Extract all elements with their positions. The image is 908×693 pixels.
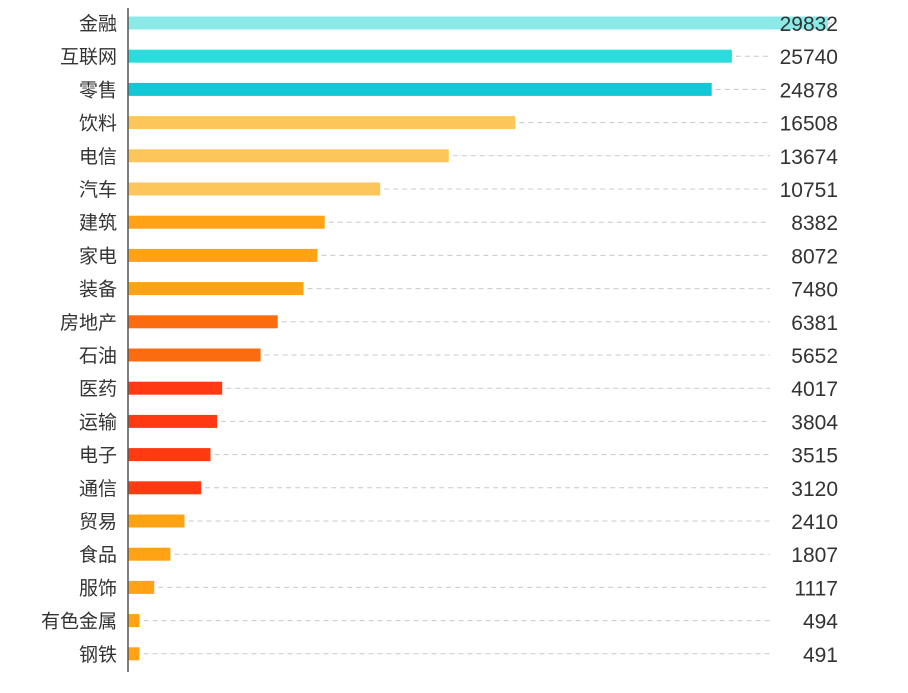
- bar-12: [128, 414, 218, 428]
- value-label: 8072: [791, 245, 838, 268]
- bar-19: [128, 647, 140, 661]
- value-label: 25740: [780, 46, 838, 69]
- category-label: 建筑: [79, 212, 117, 234]
- value-label: 10751: [780, 179, 838, 202]
- bar-13: [128, 448, 211, 462]
- category-label: 运输: [79, 411, 117, 433]
- bar-5: [128, 182, 381, 196]
- value-label: 1117: [794, 577, 838, 600]
- bar-14: [128, 481, 202, 495]
- value-label: 6381: [791, 312, 838, 335]
- bar-9: [128, 315, 278, 329]
- value-label: 1807: [791, 544, 838, 567]
- bar-16: [128, 547, 171, 561]
- value-label: 13674: [780, 146, 839, 169]
- category-label: 汽车: [79, 179, 117, 201]
- bar-18: [128, 614, 140, 628]
- value-label: 7480: [791, 279, 838, 302]
- category-label: 互联网: [60, 46, 117, 68]
- value-label: 3515: [791, 445, 838, 468]
- category-label: 装备: [79, 279, 117, 301]
- value-label: 4017: [791, 378, 838, 401]
- category-label: 通信: [79, 478, 117, 500]
- value-label: 5652: [791, 345, 838, 368]
- category-label: 贸易: [79, 511, 117, 533]
- category-label: 零售: [79, 79, 117, 101]
- category-label: 金融: [79, 13, 117, 35]
- value-label: 16508: [780, 113, 838, 136]
- bar-7: [128, 248, 318, 262]
- category-label: 电子: [79, 445, 117, 467]
- value-label: 3120: [791, 478, 838, 501]
- category-label: 电信: [79, 146, 117, 168]
- bar-4: [128, 149, 449, 163]
- category-label: 食品: [79, 544, 117, 566]
- category-label: 家电: [79, 245, 117, 267]
- value-label: 8382: [791, 212, 838, 235]
- value-label: 3804: [791, 411, 838, 434]
- value-label: 24878: [780, 79, 838, 102]
- bar-10: [128, 348, 261, 362]
- value-label: 491: [803, 644, 838, 667]
- value-label: 494: [803, 611, 838, 634]
- value-label: 2410: [791, 511, 838, 534]
- bar-0: [128, 16, 828, 30]
- category-label: 饮料: [79, 113, 117, 135]
- category-label: 钢铁: [79, 644, 117, 666]
- bar-17: [128, 580, 155, 594]
- bar-6: [128, 215, 325, 229]
- category-label: 石油: [79, 345, 117, 367]
- category-label: 有色金属: [41, 611, 117, 633]
- category-label: 服饰: [79, 577, 117, 599]
- bar-15: [128, 514, 185, 528]
- bar-2: [128, 82, 712, 96]
- bar-3: [128, 116, 516, 130]
- bar-11: [128, 381, 223, 395]
- category-label: 房地产: [60, 312, 117, 334]
- value-label: 29832: [780, 13, 838, 36]
- bar-8: [128, 282, 304, 296]
- bar-1: [128, 49, 732, 63]
- category-label: 医药: [79, 378, 117, 400]
